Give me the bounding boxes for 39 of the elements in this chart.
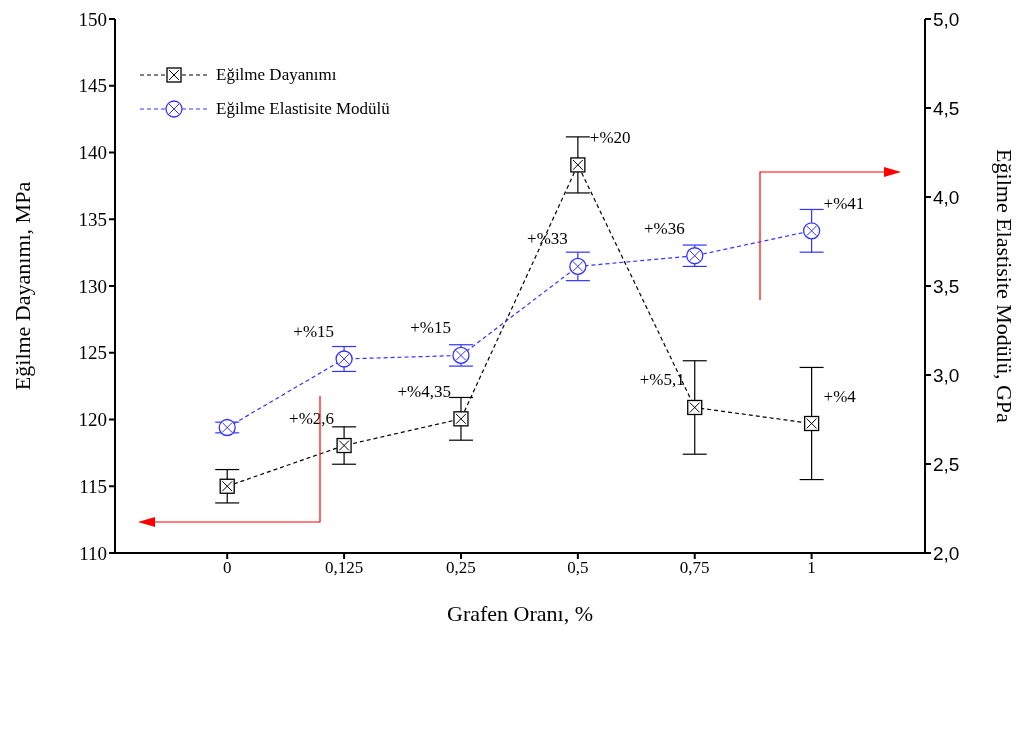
x-tick-label: 1 (807, 558, 816, 578)
annotation: +%4 (823, 386, 857, 406)
annotation: +%4,35 (397, 381, 451, 401)
point (218, 418, 236, 437)
y-tick-label: 125 (78, 342, 107, 364)
annotation: +%20 (589, 127, 631, 147)
point (569, 257, 587, 276)
x-axis-title: Grafen Oranı, % (447, 601, 593, 626)
annotation: +%33 (527, 229, 568, 249)
point (802, 222, 821, 240)
y-tick-label: 120 (78, 409, 107, 431)
y2-tick-label: 3,5 (933, 275, 960, 297)
y-tick-label: 135 (78, 208, 107, 230)
legend-label: Eğilme Elastisite Modülü (216, 99, 390, 119)
y2-tick-label: 4,5 (933, 97, 960, 119)
annotation: +%15 (293, 322, 335, 342)
y-tick-label: 150 (78, 8, 107, 30)
x-tick-label: 0,125 (324, 558, 364, 578)
y2-tick-label: 4,0 (933, 186, 960, 208)
y2-axis-title: Eğilme Elastisite Modülü, GPa (992, 149, 1018, 424)
annotation: +%5,1 (639, 370, 685, 390)
y2-tick-label: 3,0 (933, 364, 960, 386)
annotation: +%15 (410, 318, 451, 338)
y2-tick-label: 5,0 (933, 8, 960, 30)
y-tick-label: 110 (79, 542, 107, 564)
x-tick-label: 0,5 (567, 558, 589, 578)
y-tick-label: 145 (78, 75, 107, 97)
legend-label: Eğilme Dayanımı (216, 65, 337, 85)
x-tick-label: 0,75 (679, 558, 710, 578)
annotation: +%41 (823, 193, 865, 213)
y-axis-title: Eğilme Dayanımı, MPa (9, 181, 35, 391)
y-tick-label: 115 (79, 475, 107, 497)
y2-tick-label: 2,0 (933, 542, 960, 564)
x-tick-label: 0,25 (446, 558, 476, 578)
y-tick-label: 130 (78, 275, 107, 297)
y-tick-label: 140 (78, 142, 107, 164)
annotation: +%36 (643, 218, 685, 238)
x-tick-label: 0 (222, 558, 232, 578)
y2-tick-label: 2,5 (933, 453, 960, 475)
